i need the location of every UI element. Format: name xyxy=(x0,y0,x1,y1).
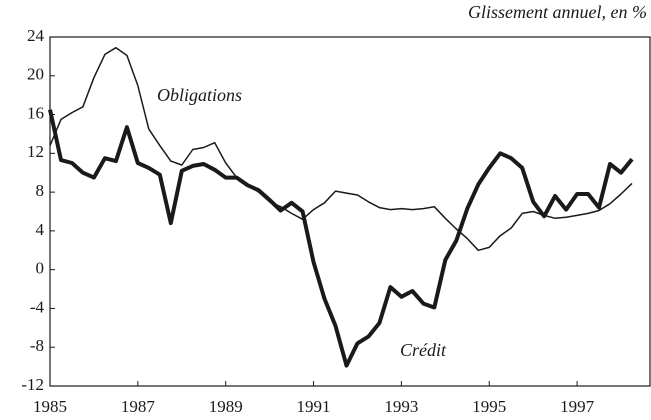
y-tick-label: -8 xyxy=(30,336,44,355)
x-tick-label: 1993 xyxy=(384,397,418,416)
x-tick-label: 1995 xyxy=(472,397,506,416)
x-tick-label: 1985 xyxy=(33,397,67,416)
unit-label: Glissement annuel, en % xyxy=(468,2,647,22)
y-tick-label: 16 xyxy=(27,103,44,122)
x-tick-label: 1997 xyxy=(560,397,595,416)
y-tick-label: 24 xyxy=(27,26,45,45)
plot-frame xyxy=(49,36,651,387)
series-line xyxy=(49,46,633,252)
y-tick-label: 12 xyxy=(27,142,44,161)
series-annotation: Obligations xyxy=(157,85,242,105)
y-tick-label: 4 xyxy=(36,220,45,239)
y-tick-label: -4 xyxy=(30,297,45,316)
series-line xyxy=(48,109,634,368)
x-tick-label: 1991 xyxy=(297,397,331,416)
y-tick-label: 20 xyxy=(27,65,44,84)
x-tick-label: 1987 xyxy=(121,397,156,416)
series-annotation: Crédit xyxy=(400,340,447,360)
y-tick-label: 0 xyxy=(36,259,45,278)
x-tick-label: 1989 xyxy=(209,397,243,416)
y-tick-label: -12 xyxy=(21,375,44,394)
y-tick-label: 8 xyxy=(36,181,45,200)
